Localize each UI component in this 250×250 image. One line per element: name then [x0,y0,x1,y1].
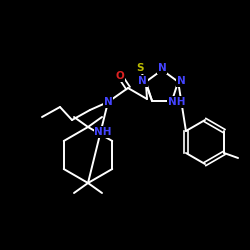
Text: N: N [138,76,147,86]
Text: N: N [177,76,186,86]
Text: N: N [158,63,166,73]
Text: N: N [104,97,112,107]
Text: O: O [116,71,124,81]
Text: NH: NH [168,97,186,107]
Text: NH: NH [94,127,112,137]
Text: S: S [136,63,144,73]
